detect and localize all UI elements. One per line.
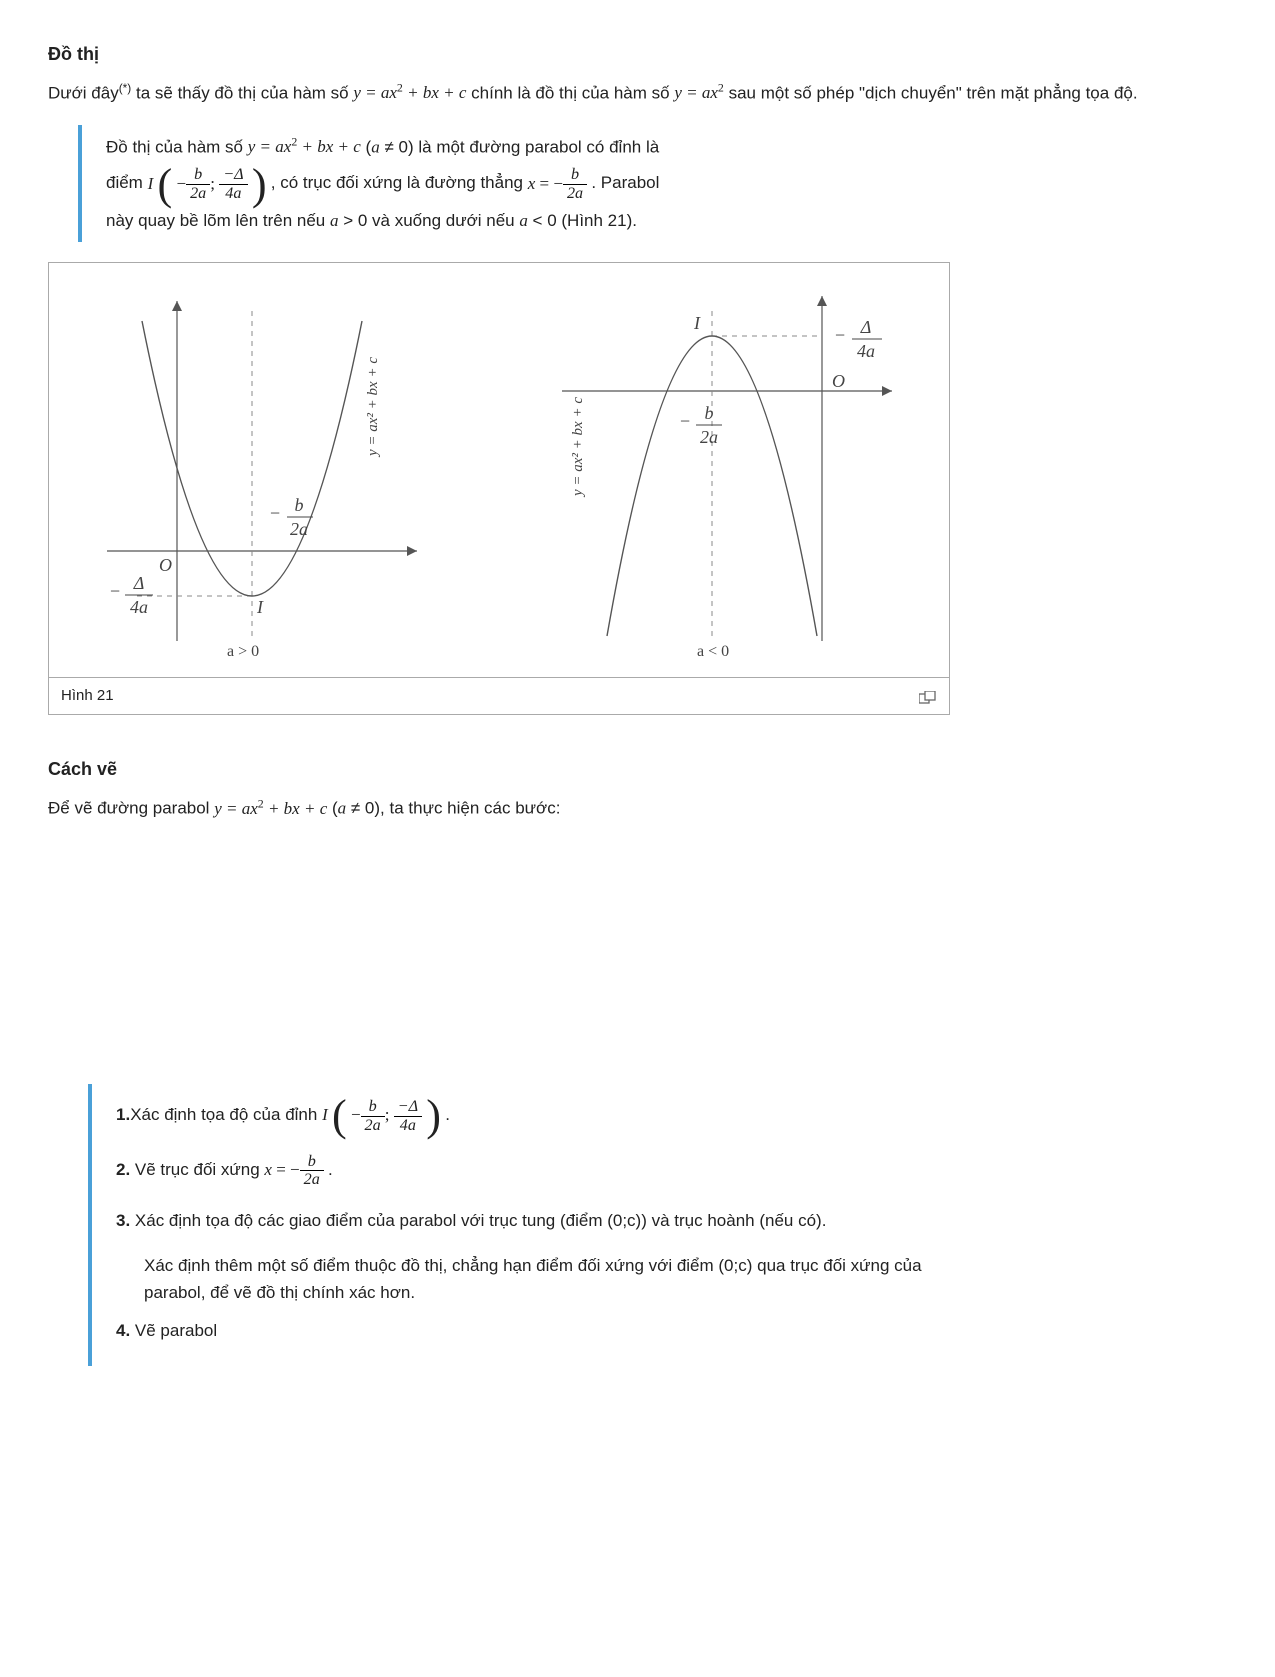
curve-label-down: y = ax² + bx + c bbox=[570, 397, 586, 498]
callout-text-4: , có trục đối xứng là đường thẳng bbox=[271, 174, 528, 193]
figure-caption: Hình 21 bbox=[61, 684, 114, 708]
step-1-vertex: I ( −b2a; −Δ4a ) bbox=[322, 1105, 445, 1124]
callout-line-2: điểm I ( −b2a; −Δ4a ) , có trục đối xứng… bbox=[106, 166, 926, 203]
figure-caption-row: Hình 21 bbox=[49, 677, 949, 714]
axis-x-neg-up: − bbox=[268, 503, 280, 523]
formula-quadratic-short: y = ax2 bbox=[674, 83, 724, 102]
draw-formula: y = ax2 + bx + c bbox=[214, 799, 327, 818]
formula-quadratic-full: y = ax2 + bx + c bbox=[353, 83, 466, 102]
x-axis-arrow-down bbox=[882, 386, 892, 396]
axis-den: 2a bbox=[563, 185, 587, 203]
footnote-mark: (*) bbox=[119, 81, 132, 95]
draw-intro-text: Để vẽ đường parabol bbox=[48, 799, 214, 818]
vertex-y-den-up: 4a bbox=[130, 597, 148, 617]
step-4-num: 4. bbox=[116, 1321, 130, 1340]
step-3-num: 3. bbox=[116, 1211, 130, 1230]
figure-21: O I − b 2a − Δ 4a y = ax² + bx + c a > 0 bbox=[48, 262, 950, 715]
vertex-x-den: 2a bbox=[186, 185, 210, 203]
axis-x-num-down: b bbox=[704, 403, 713, 423]
axis-x-num-up: b bbox=[294, 495, 303, 515]
intro-text-2: ta sẽ thấy đồ thị của hàm số bbox=[131, 83, 353, 102]
callout-line-1: Đồ thị của hàm số y = ax2 + bx + c (a ≠ … bbox=[106, 133, 926, 161]
callout-line-3: này quay bề lõm lên trên nếu a > 0 và xu… bbox=[106, 207, 926, 234]
parabola-panel-down: O I − b 2a − Δ 4a y = ax² + bx + c a < 0 bbox=[522, 281, 912, 669]
vertex-coords: I ( −b2a; −Δ4a ) bbox=[148, 174, 271, 193]
step-2-period: . bbox=[328, 1160, 333, 1179]
step-1-text: Xác định tọa độ của đỉnh bbox=[130, 1105, 322, 1124]
section-heading-draw: Cách vẽ bbox=[48, 755, 1227, 784]
intro-text-4: sau một số phép "dịch chuyển" trên mặt p… bbox=[729, 83, 1138, 102]
axis-x-den-down: 2a bbox=[700, 427, 718, 447]
section-heading-graph: Đồ thị bbox=[48, 40, 1227, 69]
intro-text: Dưới đây bbox=[48, 83, 119, 102]
vertex-label-down: I bbox=[693, 313, 701, 333]
draw-intro: Để vẽ đường parabol y = ax2 + bx + c (a … bbox=[48, 794, 1227, 822]
step-4-text: Vẽ parabol bbox=[130, 1321, 217, 1340]
origin-label-up: O bbox=[159, 555, 172, 575]
callout-text-6: này quay bề lõm lên trên nếu a > 0 và xu… bbox=[106, 211, 637, 230]
x-axis-arrow bbox=[407, 546, 417, 556]
vertex-label-up: I bbox=[256, 597, 264, 617]
vertex-y-neg-up: − bbox=[108, 581, 120, 601]
intro-paragraph: Dưới đây(*) ta sẽ thấy đồ thị của hàm số… bbox=[48, 79, 1227, 107]
vertex-letter: I bbox=[148, 174, 154, 193]
axis-x-den-up: 2a bbox=[290, 519, 308, 539]
parabola-panel-up: O I − b 2a − Δ 4a y = ax² + bx + c a > 0 bbox=[87, 281, 447, 669]
step-3-sub: Xác định thêm một số điểm thuộc đồ thị, … bbox=[144, 1252, 956, 1306]
origin-label-down: O bbox=[832, 371, 845, 391]
y-axis-arrow bbox=[172, 301, 182, 311]
vertex-x-num: b bbox=[186, 166, 210, 185]
axis-equation: x = −b2a bbox=[528, 174, 592, 193]
condition-label-down: a < 0 bbox=[697, 643, 729, 660]
callout-text-5: . Parabol bbox=[591, 174, 659, 193]
steps-callout: 1.Xác định tọa độ của đỉnh I ( −b2a; −Δ4… bbox=[88, 1084, 970, 1366]
s2-num: b bbox=[300, 1153, 324, 1172]
step-2: 2. Vẽ trục đối xứng x = −b2a . bbox=[116, 1153, 956, 1190]
vertex-y-num: −Δ bbox=[219, 166, 247, 185]
callout-text-3: điểm bbox=[106, 174, 148, 193]
step-1-period: . bbox=[445, 1105, 450, 1124]
curve-label-up: y = ax² + bx + c bbox=[365, 357, 381, 458]
step-3: 3. Xác định tọa độ các giao điểm của par… bbox=[116, 1207, 956, 1234]
vertex-y-den-down: 4a bbox=[857, 341, 875, 361]
step-1-I: I bbox=[322, 1105, 328, 1124]
step-1: 1.Xác định tọa độ của đỉnh I ( −b2a; −Δ4… bbox=[116, 1098, 956, 1135]
vertex-y-den: 4a bbox=[219, 185, 247, 203]
step-4: 4. Vẽ parabol bbox=[116, 1317, 956, 1344]
vertex-y-neg-down: − bbox=[833, 325, 845, 345]
definition-callout: Đồ thị của hàm số y = ax2 + bx + c (a ≠ … bbox=[78, 125, 940, 243]
step-3-text: Xác định tọa độ các giao điểm của parabo… bbox=[130, 1211, 826, 1230]
vertex-y-num-down: Δ bbox=[859, 317, 871, 337]
intro-text-3: chính là đồ thị của hàm số bbox=[471, 83, 674, 102]
axis-num: b bbox=[563, 166, 587, 185]
s1-x-den: 2a bbox=[361, 1117, 385, 1135]
condition-label-up: a > 0 bbox=[227, 643, 259, 660]
axis-x-neg-down: − bbox=[678, 411, 690, 431]
step-1-num: 1. bbox=[116, 1105, 130, 1124]
draw-intro-cond: (a ≠ 0), ta thực hiện các bước: bbox=[332, 799, 560, 818]
s2-den: 2a bbox=[300, 1171, 324, 1189]
step-2-text: Vẽ trục đối xứng bbox=[130, 1160, 264, 1179]
s1-y-den: 4a bbox=[394, 1117, 422, 1135]
parabola-up-svg: O I − b 2a − Δ 4a y = ax² + bx + c a > 0 bbox=[87, 281, 447, 661]
step-2-num: 2. bbox=[116, 1160, 130, 1179]
expand-icon[interactable] bbox=[919, 689, 937, 703]
vertex-y-num-up: Δ bbox=[132, 573, 144, 593]
callout-text-2: là một đường parabol có đỉnh là bbox=[418, 137, 659, 156]
step-2-eq: x = −b2a bbox=[264, 1160, 328, 1179]
callout-condition: (a ≠ 0) bbox=[366, 137, 414, 156]
callout-text: Đồ thị của hàm số bbox=[106, 137, 248, 156]
s1-x-num: b bbox=[361, 1098, 385, 1117]
s1-y-num: −Δ bbox=[394, 1098, 422, 1117]
parabola-down-svg: O I − b 2a − Δ 4a y = ax² + bx + c a < 0 bbox=[522, 281, 912, 661]
callout-formula: y = ax2 + bx + c bbox=[248, 137, 361, 156]
figure-body: O I − b 2a − Δ 4a y = ax² + bx + c a > 0 bbox=[49, 263, 949, 677]
blank-gap bbox=[48, 840, 1227, 1070]
y-axis-arrow-down bbox=[817, 296, 827, 306]
